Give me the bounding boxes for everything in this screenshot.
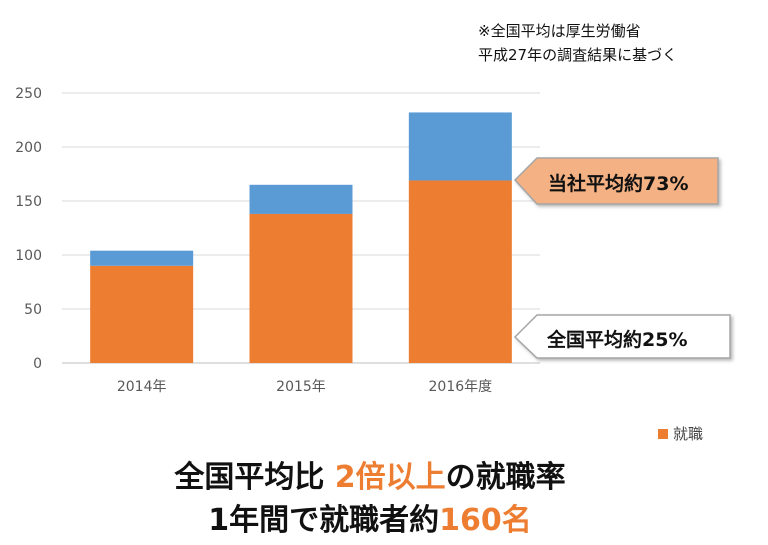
y-tick-label: 150 <box>15 194 42 210</box>
national-callout-shape <box>513 314 731 359</box>
bar-segment-series-0 <box>408 180 512 363</box>
national-average-callout: 全国平均約25% <box>547 329 688 351</box>
headline-line1-suffix: の就職率 <box>445 460 566 495</box>
headline-line1-accent: 2倍以上 <box>334 460 446 495</box>
bars <box>90 112 512 363</box>
company-callout-shape <box>513 157 719 205</box>
company-average-callout: 当社平均約73% <box>548 173 689 195</box>
legend: 就職 <box>658 423 703 444</box>
source-note-line1: ※全国平均は厚生労働省 <box>478 22 641 40</box>
headline-line1: 全国平均比 2倍以上の就職率 <box>0 452 740 496</box>
bar-segment-series-1 <box>90 250 194 266</box>
source-note-line2: 平成27年の調査結果に基づく <box>478 46 678 64</box>
legend-swatch-employment <box>658 429 668 439</box>
y-tick-label: 250 <box>15 86 42 102</box>
y-tick-label: 0 <box>33 356 42 372</box>
y-tick-label: 100 <box>15 248 42 264</box>
x-axis-ticks: 2014年 2015年 2016年度 <box>117 379 492 395</box>
y-axis-ticks: 0 50 100 150 200 250 <box>15 86 42 372</box>
x-tick-label: 2015年 <box>276 379 326 395</box>
y-tick-label: 50 <box>24 302 42 318</box>
legend-label-employment: 就職 <box>673 425 704 443</box>
bar-segment-series-0 <box>90 265 194 363</box>
x-tick-label: 2016年度 <box>429 379 493 395</box>
x-tick-label: 2014年 <box>117 379 167 395</box>
headline-line2: 1年間で就職者約160名 <box>0 495 740 539</box>
bar-segment-series-1 <box>249 184 353 214</box>
bar-segment-series-0 <box>249 213 353 363</box>
headline-line1-prefix: 全国平均比 <box>174 460 335 495</box>
headline-line2-accent: 160名 <box>439 503 532 538</box>
y-tick-label: 200 <box>15 140 42 156</box>
bar-segment-series-1 <box>408 112 512 181</box>
headline-line2-prefix: 1年間で就職者約 <box>208 503 440 538</box>
